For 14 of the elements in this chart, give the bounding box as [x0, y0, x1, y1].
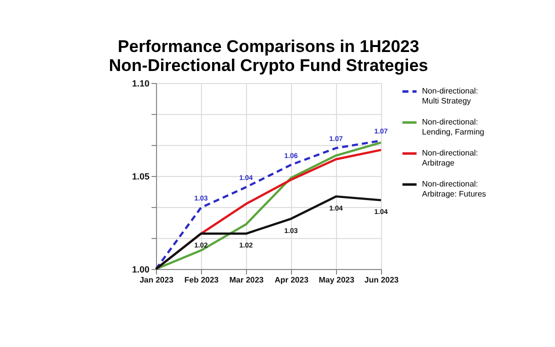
y-tick-label: 1.05 — [132, 172, 150, 182]
x-tick-label: Apr 2023 — [274, 276, 309, 284]
chart-title: Performance Comparisons in 1H2023 Non-Directional Crypto Fund Strategies — [108, 37, 428, 75]
legend-label: Non-directional: Arbitrage: Futures — [422, 180, 486, 198]
legend-label: Non-directional: Arbitrage — [422, 148, 478, 168]
x-tick-label: Feb 2023 — [184, 276, 220, 284]
x-tick-label: Jan 2023 — [140, 276, 174, 284]
x-tick-label: May 2023 — [318, 276, 355, 284]
x-tick-label: Jun 2023 — [364, 276, 400, 284]
y-tick-label: 1.00 — [132, 264, 150, 274]
y-tick-label: 1.10 — [132, 78, 150, 88]
x-tick-label: Mar 2023 — [229, 276, 264, 284]
legend-label: Non-directional: Lending, Farming — [422, 118, 484, 136]
legend-label: Non-directional: Multi Strategy — [422, 86, 478, 106]
